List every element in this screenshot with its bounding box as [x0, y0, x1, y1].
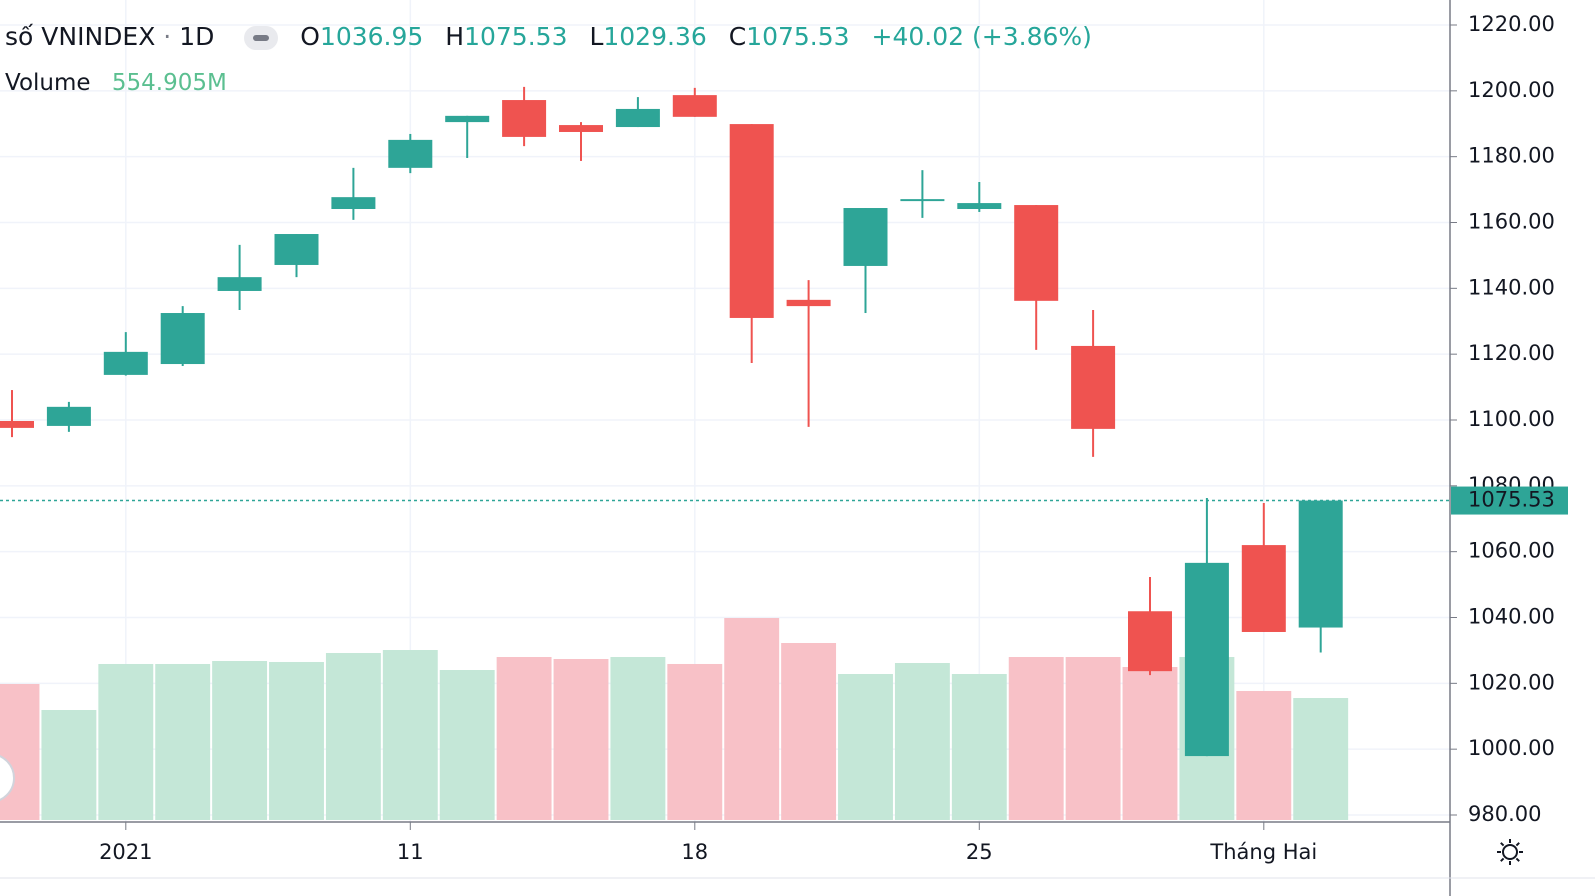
y-tick-label: 1200.00 — [1468, 78, 1555, 102]
volume-bar — [951, 673, 1007, 820]
candle-body — [502, 100, 547, 137]
volume-bar — [155, 663, 211, 820]
candle-body — [46, 406, 91, 426]
x-tick-label: 2021 — [99, 840, 152, 864]
volume-bar — [1122, 667, 1178, 820]
settings-icon[interactable] — [1497, 839, 1523, 865]
candle-body — [559, 125, 603, 132]
candle-body — [103, 351, 148, 375]
volume-bar — [212, 661, 268, 820]
candle-body — [1014, 205, 1059, 301]
volume-bar — [269, 661, 324, 820]
last-price-label: 1075.53 — [1468, 488, 1555, 512]
y-tick-label: 1020.00 — [1468, 670, 1555, 694]
y-tick-label: 1120.00 — [1468, 341, 1555, 365]
y-tick-label: 1180.00 — [1468, 144, 1555, 168]
volume-bar — [1236, 690, 1292, 820]
symbol: số VNINDEX — [5, 22, 156, 51]
volume-title: Volume — [5, 70, 91, 96]
candle-body — [900, 199, 945, 202]
volume-bar — [439, 669, 495, 820]
high-letter: H — [445, 22, 465, 51]
volume-bar — [325, 653, 381, 820]
high-value: 1075.53 — [464, 22, 568, 51]
volume-bar — [1008, 657, 1064, 820]
low-letter: L — [589, 22, 604, 51]
open-value: 1036.95 — [319, 22, 424, 51]
volume-bar — [610, 657, 666, 820]
volume-bar — [0, 683, 40, 820]
x-tick-label: Tháng Hai — [1209, 840, 1317, 864]
volume-bar — [724, 618, 780, 820]
volume-bar — [496, 657, 552, 820]
candle-body — [1298, 500, 1343, 628]
separator: · — [163, 22, 172, 51]
legend-main: số VNINDEX · 1D O1036.95 H1075.53 L1029.… — [5, 22, 1092, 51]
candle-body — [388, 139, 433, 168]
legend-volume: Volume 554.905M — [5, 70, 227, 96]
collapse-button[interactable] — [244, 26, 279, 50]
y-tick-label: 1060.00 — [1468, 539, 1555, 563]
y-tick-label: 1140.00 — [1468, 275, 1555, 299]
volume-bar — [1293, 698, 1349, 820]
close-value: 1075.53 — [746, 22, 850, 51]
close-letter: C — [728, 22, 747, 51]
low-value: 1029.36 — [603, 22, 707, 51]
open-letter: O — [300, 22, 320, 51]
candle-body — [672, 95, 717, 117]
y-tick-label: 1100.00 — [1468, 407, 1555, 431]
volume-value: 554.905M — [111, 70, 227, 96]
candle-body — [217, 277, 262, 291]
candle-body — [1184, 562, 1229, 757]
volume-bar — [781, 642, 837, 820]
y-tick-label: 1220.00 — [1468, 12, 1555, 36]
candle-body — [1128, 611, 1172, 672]
change-pct: (+3.86%) — [972, 22, 1092, 51]
candle-body — [957, 203, 1002, 210]
y-tick-label: 1160.00 — [1468, 210, 1555, 234]
last-price-tag — [1451, 486, 1568, 515]
y-tick-label: 980.00 — [1468, 802, 1541, 826]
candle-body — [729, 124, 774, 318]
candle-body — [331, 197, 376, 210]
x-tick-label: 11 — [397, 840, 424, 864]
candle-body — [1241, 545, 1286, 632]
candle-body — [274, 234, 319, 265]
candle-body — [1071, 345, 1116, 429]
y-tick-label: 1000.00 — [1468, 736, 1555, 760]
candle-body — [160, 313, 205, 365]
volume-bar — [553, 659, 609, 820]
volume-bar — [41, 710, 97, 820]
volume-bar — [98, 663, 154, 820]
y-tick-label: 1040.00 — [1468, 605, 1555, 629]
scroll-button[interactable] — [0, 754, 15, 802]
change: +40.02 — [871, 22, 965, 51]
volume-bar — [667, 663, 723, 820]
volume-bar — [382, 650, 438, 820]
volume-bar — [1065, 657, 1121, 820]
candle-body — [615, 108, 660, 128]
candle-body — [843, 208, 888, 266]
candle-body — [786, 299, 831, 307]
candle-body — [0, 420, 34, 428]
interval: 1D — [179, 22, 215, 51]
candle-body — [445, 115, 490, 123]
x-tick-label: 25 — [966, 840, 993, 864]
x-tick-label: 18 — [681, 840, 708, 864]
volume-bar — [838, 673, 893, 820]
volume-bar — [894, 663, 950, 820]
